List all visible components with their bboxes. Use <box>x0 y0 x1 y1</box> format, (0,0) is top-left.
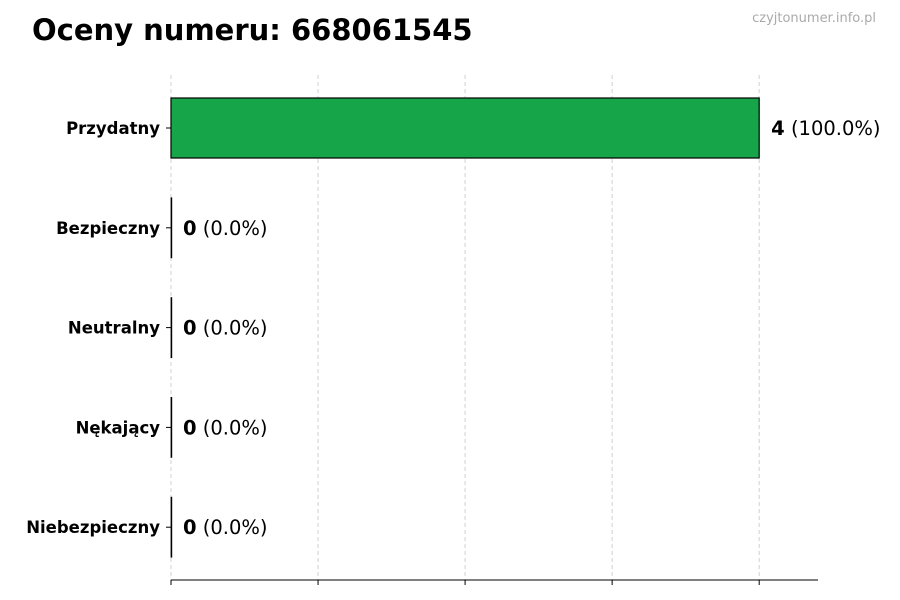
bar-3 <box>170 396 173 458</box>
value-label: 0 (0.0%) <box>183 317 268 340</box>
axes <box>166 127 818 585</box>
bar-4 <box>170 496 173 558</box>
bars <box>170 97 760 558</box>
value-percent: (100.0%) <box>785 117 881 140</box>
bar-2 <box>170 297 173 359</box>
category-label: Przydatny <box>66 119 160 138</box>
value-count: 0 <box>183 516 197 539</box>
value-count: 0 <box>183 416 197 439</box>
value-percent: (0.0%) <box>197 217 268 240</box>
chart-title: Oceny numeru: 668061545 <box>32 13 473 47</box>
value-count: 0 <box>183 317 197 340</box>
value-percent: (0.0%) <box>197 317 268 340</box>
value-percent: (0.0%) <box>197 416 268 439</box>
watermark: czyjtonumer.info.pl <box>752 11 876 26</box>
value-label: 0 (0.0%) <box>183 217 268 240</box>
value-count: 0 <box>183 217 197 240</box>
bar-1 <box>170 197 173 259</box>
value-label: 4 (100.0%) <box>771 117 880 140</box>
value-label: 0 (0.0%) <box>183 416 268 439</box>
value-count: 4 <box>771 117 785 140</box>
grid <box>170 75 760 580</box>
labels: Przydatny 4 (100.0%) Bezpieczny 0 (0.0%) Neu… <box>26 117 880 539</box>
category-label: Bezpieczny <box>56 219 160 238</box>
category-label: Niebezpieczny <box>26 518 160 537</box>
bar-0 <box>170 97 760 159</box>
category-label: Neutralny <box>68 319 160 338</box>
value-percent: (0.0%) <box>197 516 268 539</box>
value-label: 0 (0.0%) <box>183 516 268 539</box>
category-label: Nękający <box>76 418 161 437</box>
